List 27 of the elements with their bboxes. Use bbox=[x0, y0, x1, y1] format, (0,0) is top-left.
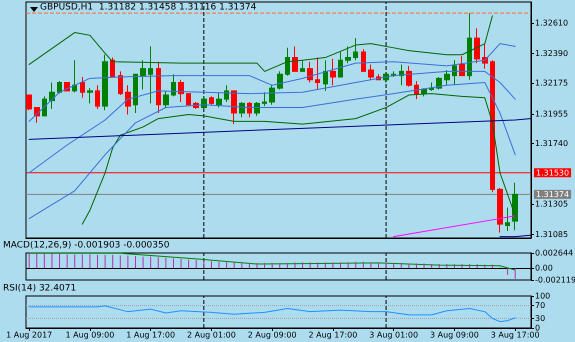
y-tick-label: 1.31740 bbox=[535, 139, 568, 148]
x-tick-label: 3 Aug 01:00 bbox=[369, 330, 418, 340]
chart-title: MACD(12,26,9) -0.001903 -0.000350 bbox=[3, 240, 170, 250]
x-tick-label: 2 Aug 17:00 bbox=[308, 330, 358, 340]
y-tick-label: 1.32610 bbox=[535, 18, 568, 28]
y-tick-label: 1.32390 bbox=[535, 48, 568, 58]
y-tick-label: 1.31085 bbox=[535, 230, 568, 240]
x-tick-label: 1 Aug 09:00 bbox=[65, 330, 114, 340]
y-tick-label: 1.31305 bbox=[535, 199, 568, 208]
ref-line-label: 1.31374 bbox=[536, 190, 570, 199]
y-tick-label: 1.32175 bbox=[535, 78, 568, 88]
chart-title: GBPUSD,H1 1.31182 1.31458 1.31116 1.31374 bbox=[40, 2, 257, 12]
y-tick-label: 0.002644 bbox=[535, 248, 574, 258]
x-tick-label: 2 Aug 01:00 bbox=[186, 330, 236, 340]
y-tick-label: 1.31955 bbox=[535, 109, 568, 118]
x-tick-label: 3 Aug 17:00 bbox=[490, 330, 540, 340]
x-tick-label: 1 Aug 17:00 bbox=[126, 330, 176, 340]
y-tick-label: 0.00 bbox=[535, 263, 553, 272]
chart-title: RSI(14) 32.4071 bbox=[3, 284, 76, 294]
y-tick-label: 30 bbox=[535, 314, 546, 323]
ref-line-label: 1.31530 bbox=[536, 168, 570, 178]
y-tick-label: 0 bbox=[535, 324, 540, 332]
x-tick-label: 1 Aug 2017 bbox=[6, 330, 52, 340]
x-tick-label: 3 Aug 09:00 bbox=[430, 330, 479, 340]
y-tick-label: 100 bbox=[535, 292, 550, 300]
x-tick-label: 2 Aug 09:00 bbox=[248, 330, 297, 340]
y-tick-label: 70 bbox=[535, 301, 546, 310]
